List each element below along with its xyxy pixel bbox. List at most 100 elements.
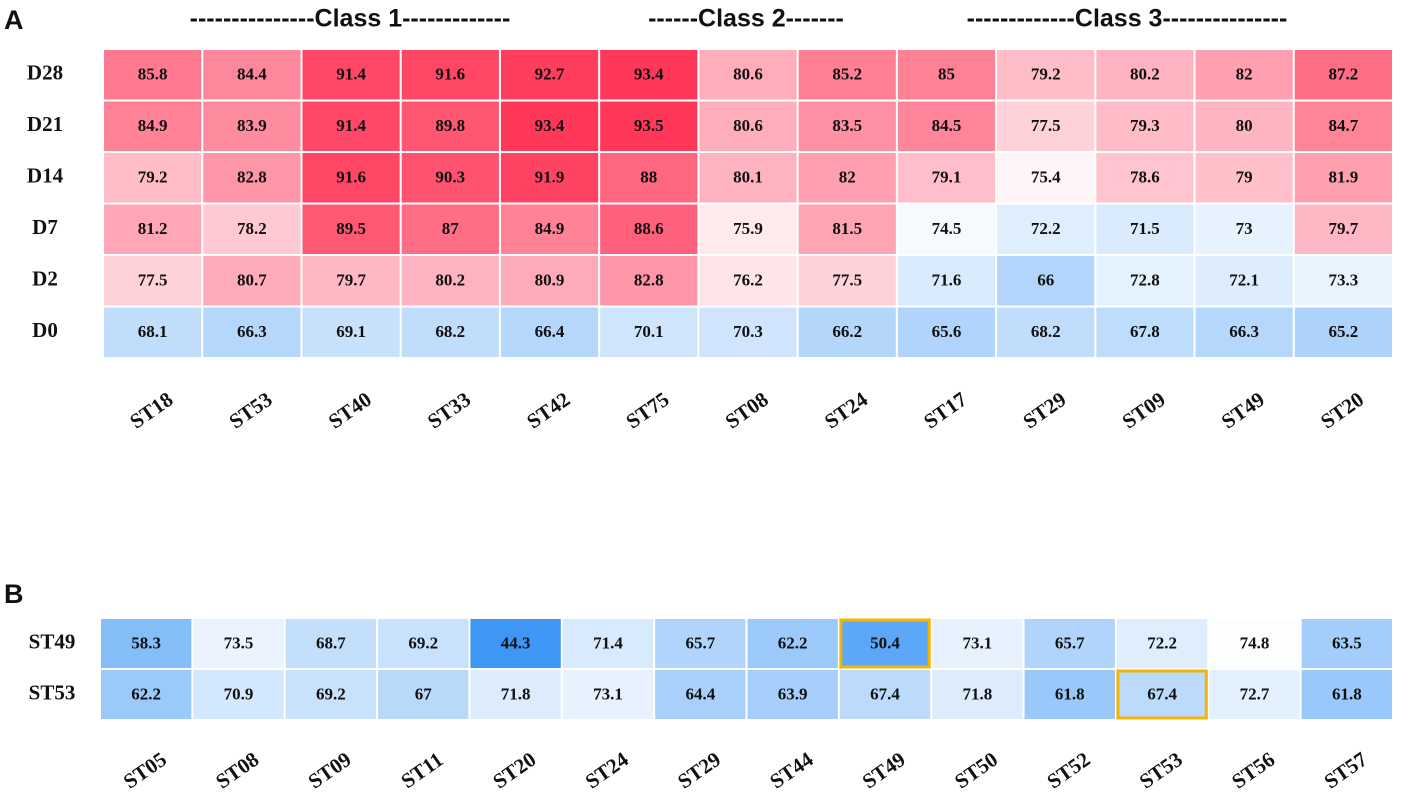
cell-label: 73.1 bbox=[593, 684, 623, 703]
cell-label: 85 bbox=[938, 65, 955, 84]
heat-cell bbox=[655, 670, 746, 719]
column-label: ST52 bbox=[1042, 747, 1094, 793]
cell-label: 72.7 bbox=[1240, 684, 1270, 703]
heat-cell bbox=[302, 153, 400, 203]
heat-cell bbox=[699, 256, 797, 306]
column-label: ST29 bbox=[673, 747, 725, 793]
column-label: ST20 bbox=[1316, 387, 1368, 433]
column-label: ST29 bbox=[1018, 387, 1070, 433]
cell-label: 71.5 bbox=[1130, 219, 1160, 238]
heat-cell bbox=[203, 256, 301, 306]
cell-label: 50.4 bbox=[870, 633, 900, 652]
cell-label: 80 bbox=[1236, 116, 1253, 135]
heat-cell bbox=[1024, 619, 1115, 668]
heat-cell bbox=[203, 101, 301, 151]
cell-label: 66.3 bbox=[1229, 322, 1259, 341]
cell-label: 72.2 bbox=[1147, 633, 1177, 652]
heat-cell bbox=[500, 50, 599, 100]
heat-cell bbox=[104, 153, 202, 203]
heat-cell bbox=[655, 619, 746, 668]
cell-label: 80.9 bbox=[535, 271, 565, 290]
heat-cell bbox=[798, 101, 896, 151]
heat-cell bbox=[401, 204, 499, 254]
cell-label: 80.2 bbox=[435, 271, 465, 290]
heat-cell bbox=[798, 50, 896, 100]
heat-cell bbox=[1195, 256, 1293, 306]
cell-label: 65.7 bbox=[1055, 633, 1085, 652]
heat-cell bbox=[302, 307, 400, 357]
heat-cell bbox=[193, 619, 284, 668]
column-label: ST75 bbox=[622, 387, 674, 433]
cell-label: 77.5 bbox=[1031, 116, 1061, 135]
panel-label: A bbox=[4, 5, 24, 35]
column-label: ST18 bbox=[125, 387, 177, 433]
heat-cell bbox=[1096, 50, 1194, 100]
cell-label: 80.2 bbox=[1130, 65, 1160, 84]
heat-cell bbox=[699, 204, 797, 254]
heat-cell bbox=[1294, 307, 1392, 357]
cell-label: 84.4 bbox=[237, 65, 267, 84]
heat-cell bbox=[997, 256, 1095, 306]
cell-label: 91.4 bbox=[336, 65, 366, 84]
cell-label: 78.6 bbox=[1130, 168, 1160, 187]
heat-cell bbox=[104, 307, 202, 357]
group-header: -------------Class 3--------------- bbox=[967, 5, 1288, 33]
cell-label: 71.4 bbox=[593, 633, 623, 652]
column-label: ST53 bbox=[1135, 747, 1187, 793]
heat-cell bbox=[104, 256, 202, 306]
heat-cell bbox=[1096, 153, 1194, 203]
heat-cell bbox=[302, 204, 400, 254]
highlight-box bbox=[1116, 669, 1208, 720]
cell-label: 65.7 bbox=[685, 633, 715, 652]
heat-cell bbox=[897, 204, 996, 254]
row-label: D21 bbox=[27, 112, 63, 136]
cell-label: 66 bbox=[1037, 271, 1054, 290]
heat-cell bbox=[104, 50, 202, 100]
heat-cell bbox=[699, 101, 797, 151]
heat-cell bbox=[500, 204, 599, 254]
heat-cell bbox=[932, 670, 1023, 719]
cell-label: 72.8 bbox=[1130, 271, 1160, 290]
cell-label: 92.7 bbox=[535, 65, 565, 84]
heat-cell bbox=[600, 50, 698, 100]
heat-cell bbox=[193, 670, 284, 719]
cell-label: 73.5 bbox=[224, 633, 254, 652]
heat-cell bbox=[798, 153, 896, 203]
cell-label: 91.6 bbox=[336, 168, 366, 187]
column-label: ST42 bbox=[522, 387, 574, 433]
cell-label: 81.2 bbox=[138, 219, 168, 238]
column-label: ST57 bbox=[1320, 747, 1372, 793]
cell-label: 67.4 bbox=[1147, 684, 1177, 703]
heat-cell bbox=[1195, 153, 1293, 203]
heat-cell bbox=[897, 101, 996, 151]
cell-label: 87 bbox=[442, 219, 460, 238]
cell-label: 73.1 bbox=[963, 633, 993, 652]
heat-cell bbox=[1294, 50, 1392, 100]
heat-cell bbox=[839, 670, 931, 719]
cell-label: 66.2 bbox=[832, 322, 862, 341]
cell-label: 88.6 bbox=[634, 219, 664, 238]
heat-cell bbox=[1195, 204, 1293, 254]
cell-label: 66.3 bbox=[237, 322, 267, 341]
cell-label: 80.1 bbox=[733, 168, 763, 187]
row-label: D0 bbox=[32, 318, 58, 342]
cell-label: 79.7 bbox=[1329, 219, 1359, 238]
heat-cell bbox=[401, 101, 499, 151]
heat-cell bbox=[1195, 101, 1293, 151]
cell-label: 90.3 bbox=[435, 168, 465, 187]
cell-label: 79.3 bbox=[1130, 116, 1160, 135]
cell-label: 79.7 bbox=[336, 271, 366, 290]
heat-cell bbox=[897, 307, 996, 357]
row-label: ST49 bbox=[29, 629, 76, 653]
heat-cell bbox=[302, 256, 400, 306]
cell-label: 89.8 bbox=[435, 116, 465, 135]
cell-label: 80.7 bbox=[237, 271, 267, 290]
heat-cell bbox=[101, 670, 192, 719]
heat-cell bbox=[747, 670, 838, 719]
cell-label: 81.5 bbox=[832, 219, 862, 238]
column-label: ST24 bbox=[581, 747, 633, 794]
column-label: ST17 bbox=[919, 387, 971, 433]
heat-cell bbox=[897, 256, 996, 306]
column-label: ST20 bbox=[488, 747, 540, 793]
cell-label: 63.5 bbox=[1332, 633, 1362, 652]
